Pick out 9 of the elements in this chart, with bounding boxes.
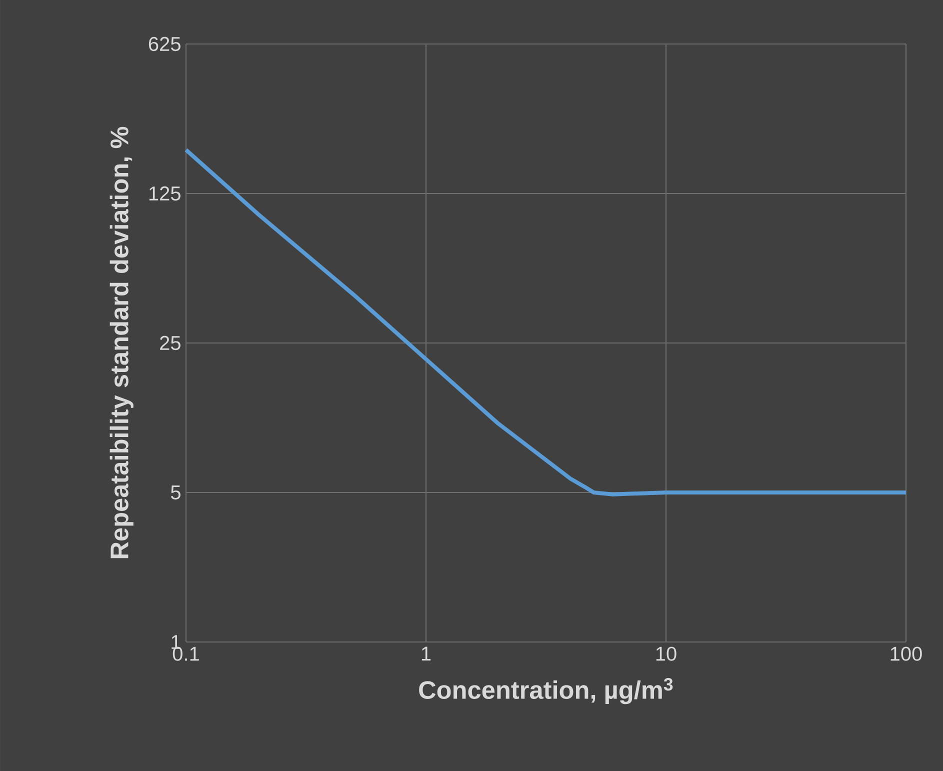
x-tick-label: 10: [656, 646, 676, 661]
y-tick-label: 5: [170, 486, 180, 500]
y-axis-title: Repeataibility standard deviation, %: [110, 126, 134, 558]
y-tick-label: 25: [160, 336, 180, 350]
x-tick-label: 100: [890, 646, 922, 661]
y-tick-label: 625: [148, 36, 180, 52]
y-tick-label: 125: [149, 186, 180, 201]
x-axis-title: Concentration, µg/m$^{3}$: [419, 678, 673, 704]
x-tick-label: 1: [422, 646, 431, 660]
